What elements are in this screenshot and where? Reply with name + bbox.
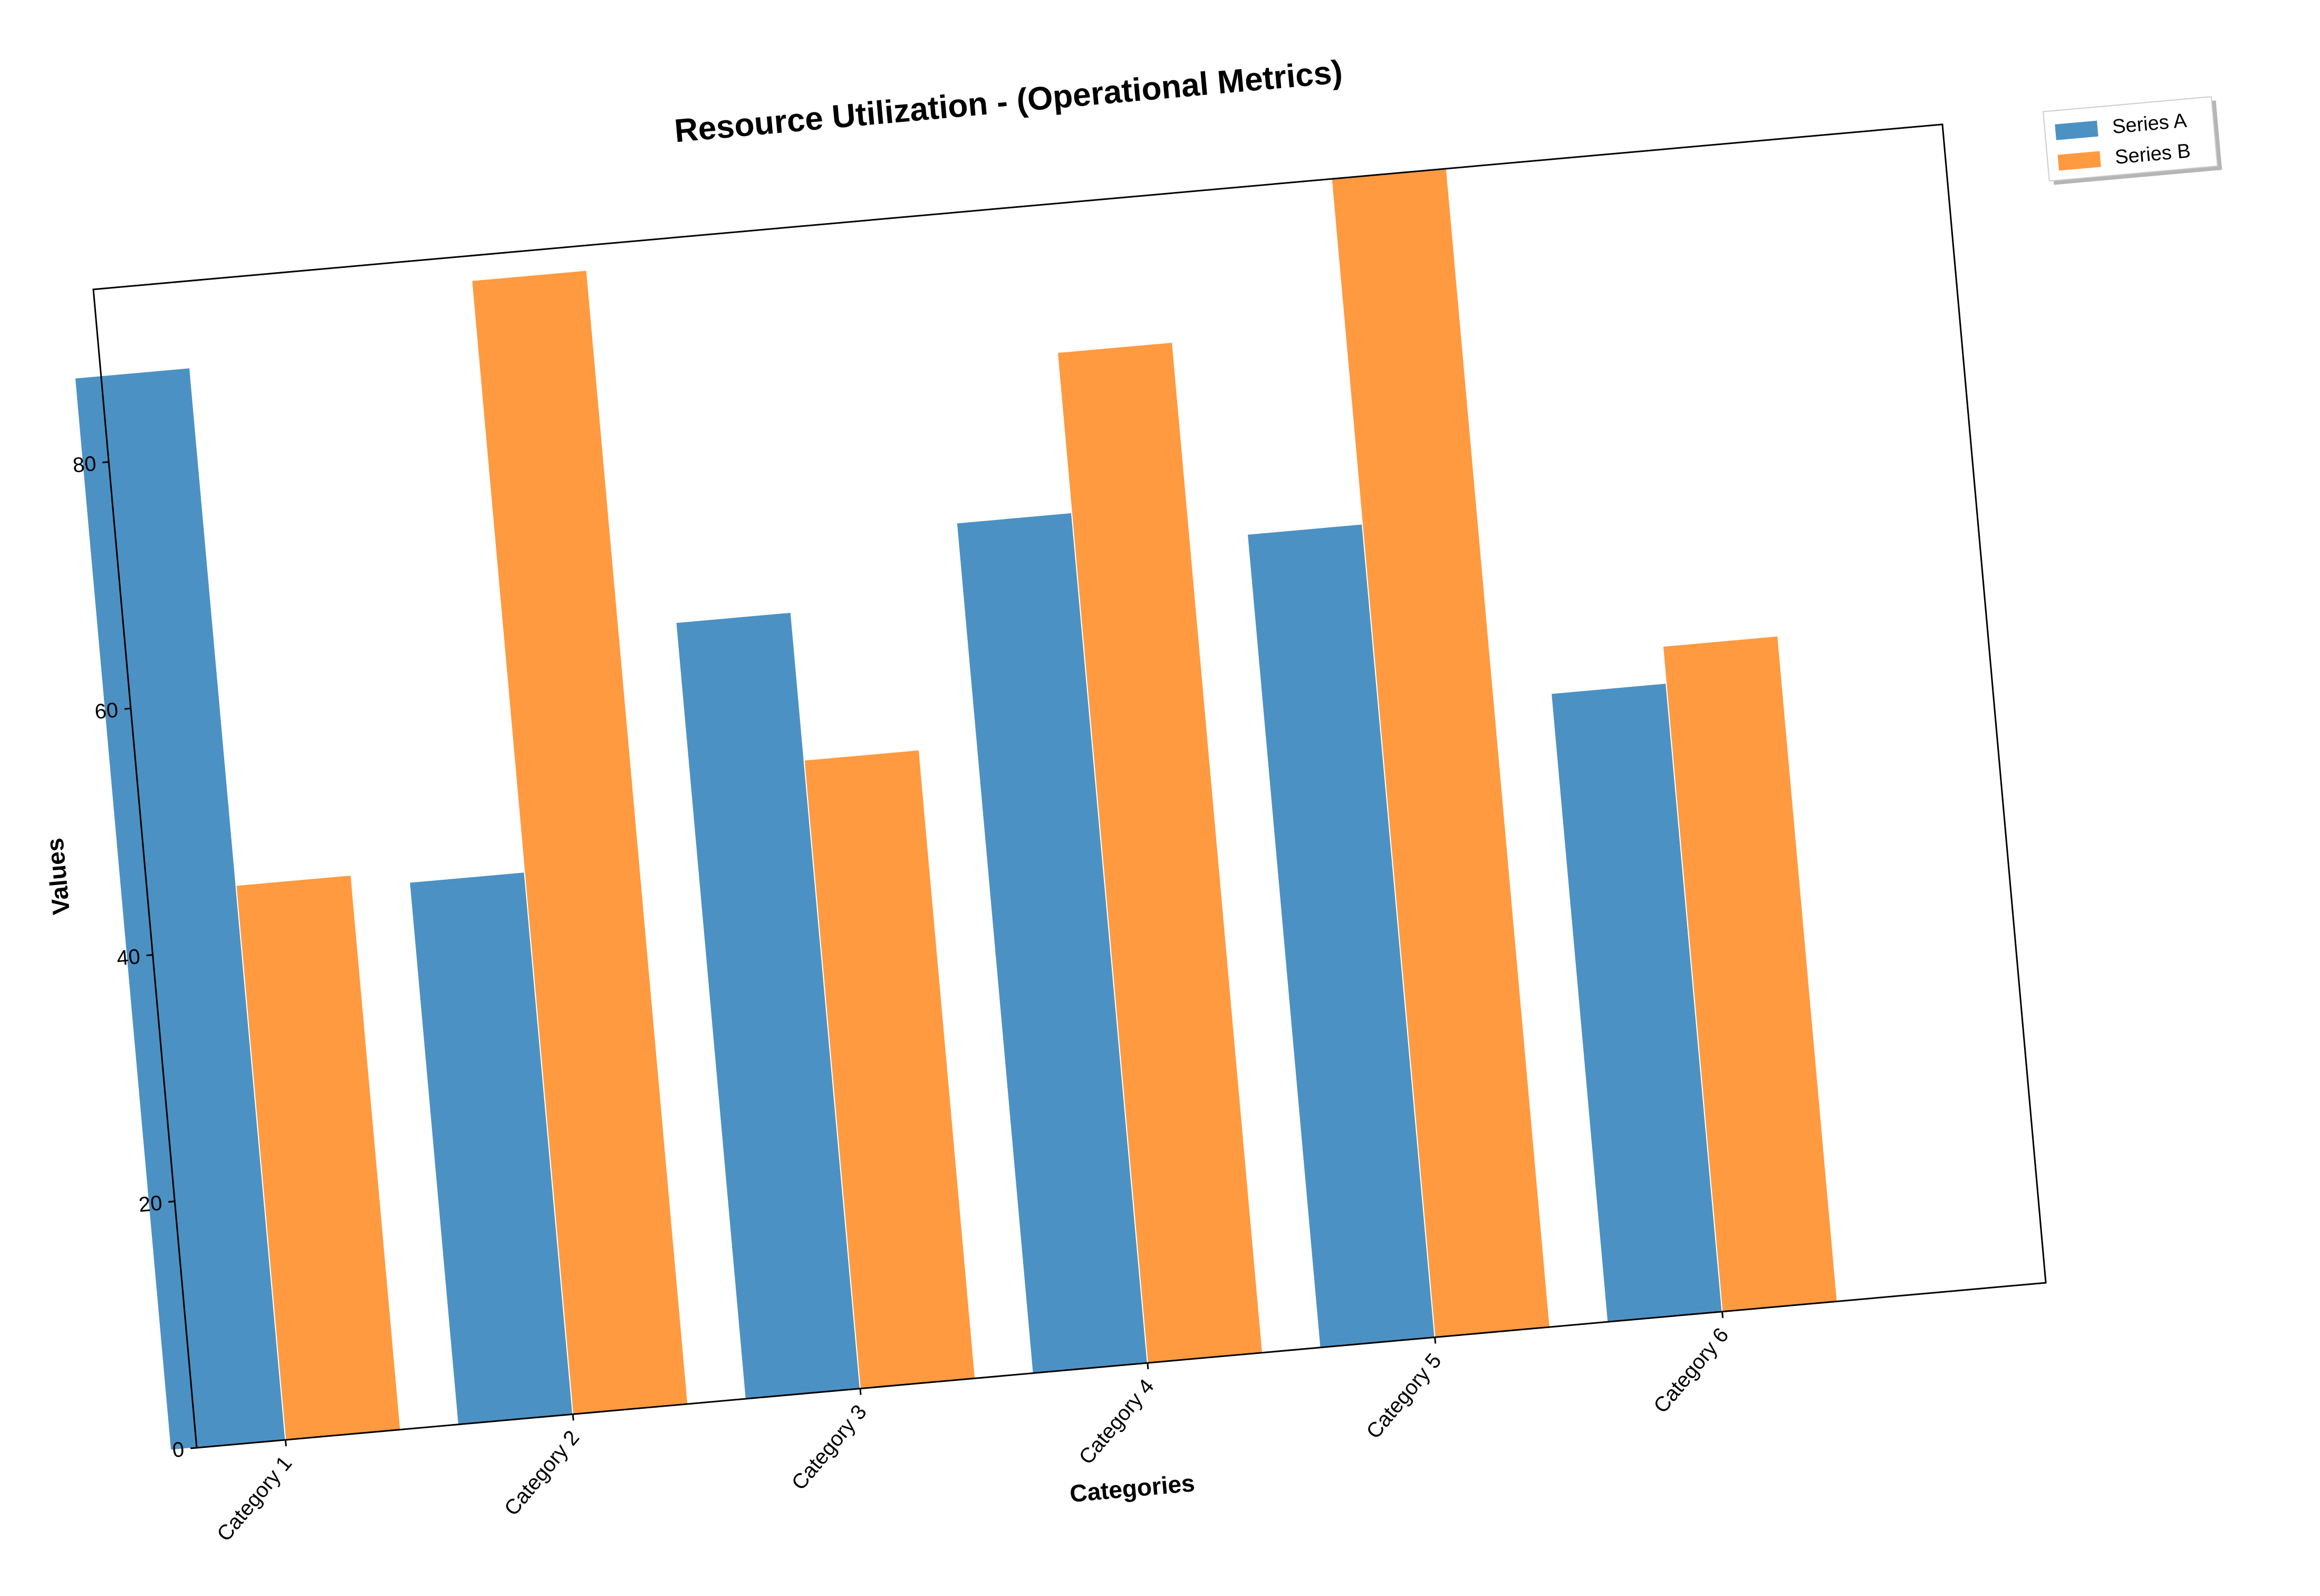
bars: [74, 168, 1838, 1451]
y-tick-mark: [102, 461, 109, 464]
x-tick-label: Category 6: [1649, 1323, 1733, 1417]
y-tick-label: 60: [94, 698, 119, 724]
y-tick-label: 20: [138, 1191, 163, 1217]
x-tick-label: Category 5: [1362, 1349, 1446, 1443]
chart-title: Resource Utilization - (Operational Metr…: [673, 54, 1344, 150]
x-axis-title: Categories: [1068, 1469, 1196, 1507]
legend-swatch: [2057, 151, 2101, 171]
legend-swatch: [2055, 120, 2098, 140]
x-tick-label: Category 1: [213, 1451, 296, 1545]
y-tick-mark: [124, 707, 131, 710]
x-tick-mark: [1721, 1311, 1724, 1318]
plot-frame: [92, 123, 2047, 1449]
y-tick-label: 0: [171, 1438, 185, 1462]
y-tick-label: 80: [72, 452, 97, 477]
x-tick-mark: [284, 1439, 287, 1447]
x-tick-label: Category 2: [500, 1426, 584, 1520]
y-axis-title: Values: [41, 837, 75, 916]
x-tick-mark: [1434, 1337, 1437, 1344]
x-tick-mark: [859, 1388, 862, 1395]
y-tick-label: 40: [115, 945, 141, 970]
x-tick-label: Category 3: [787, 1400, 871, 1494]
tilted-chart-group: 0 20 40 60 80 Category 1 Category 2 Category 3…: [41, 54, 2047, 1546]
y-axis: 0 20 40 60 80: [72, 452, 197, 1462]
y-tick-mark: [168, 1200, 175, 1203]
x-tick-label: Category 4: [1075, 1375, 1159, 1469]
